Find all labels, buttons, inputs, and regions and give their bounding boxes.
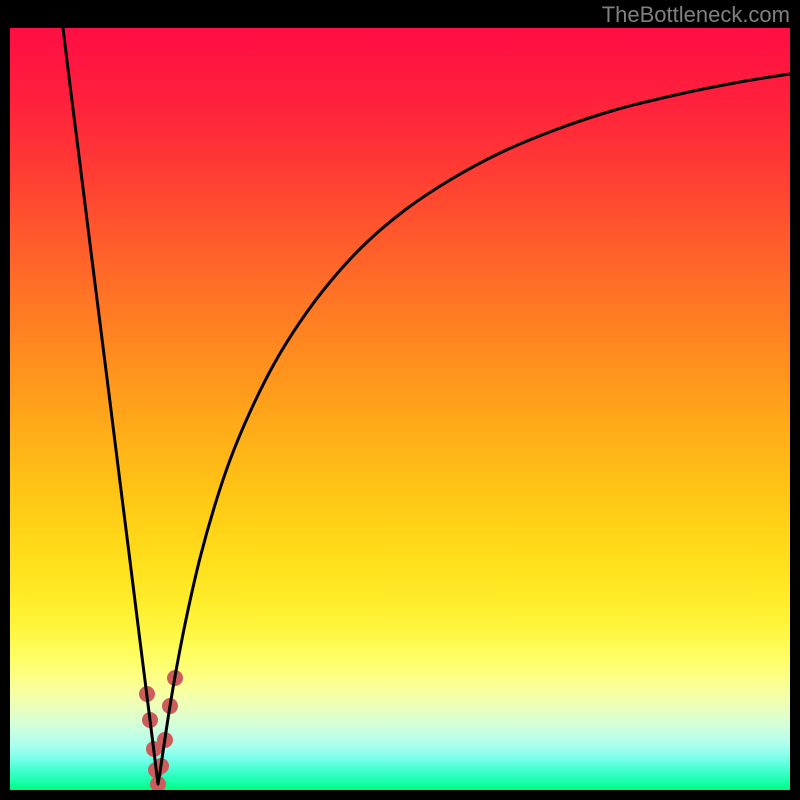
watermark-text: TheBottleneck.com — [602, 2, 790, 27]
chart-container: TheBottleneck.com — [0, 0, 800, 800]
plot-background — [10, 28, 790, 790]
chart-svg: TheBottleneck.com — [0, 0, 800, 800]
